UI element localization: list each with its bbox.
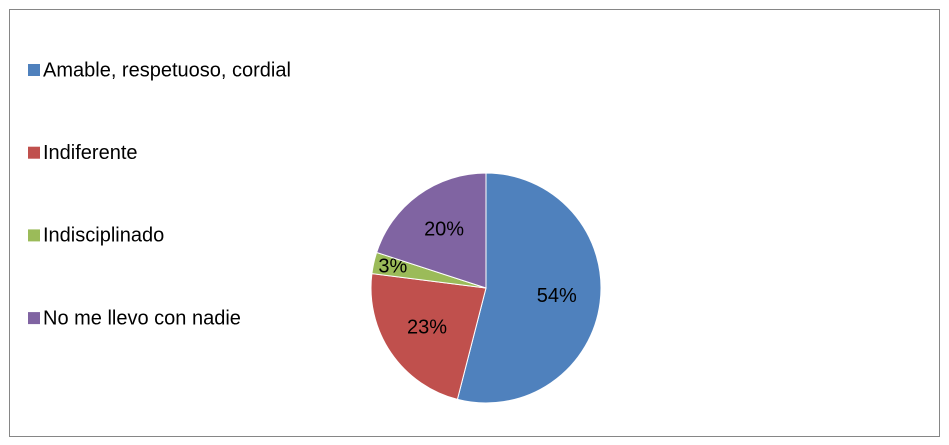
data-label: 3% <box>378 255 407 277</box>
data-label: 23% <box>407 316 447 338</box>
legend-label: No me llevo con nadie <box>43 307 241 329</box>
pie-slice <box>370 273 487 400</box>
legend-swatch <box>28 229 40 242</box>
legend-label: Indisciplinado <box>43 225 164 247</box>
legend-label: Indiferente <box>43 142 138 164</box>
legend-swatch <box>28 312 40 325</box>
data-label: 54% <box>537 285 577 307</box>
legend-swatch <box>28 64 40 76</box>
pie-slice <box>456 172 602 404</box>
pie-slice <box>375 172 487 289</box>
data-label: 20% <box>424 219 464 241</box>
legend-label: Amable, respetuoso, cordial <box>43 59 291 81</box>
legend-swatch <box>28 146 40 159</box>
